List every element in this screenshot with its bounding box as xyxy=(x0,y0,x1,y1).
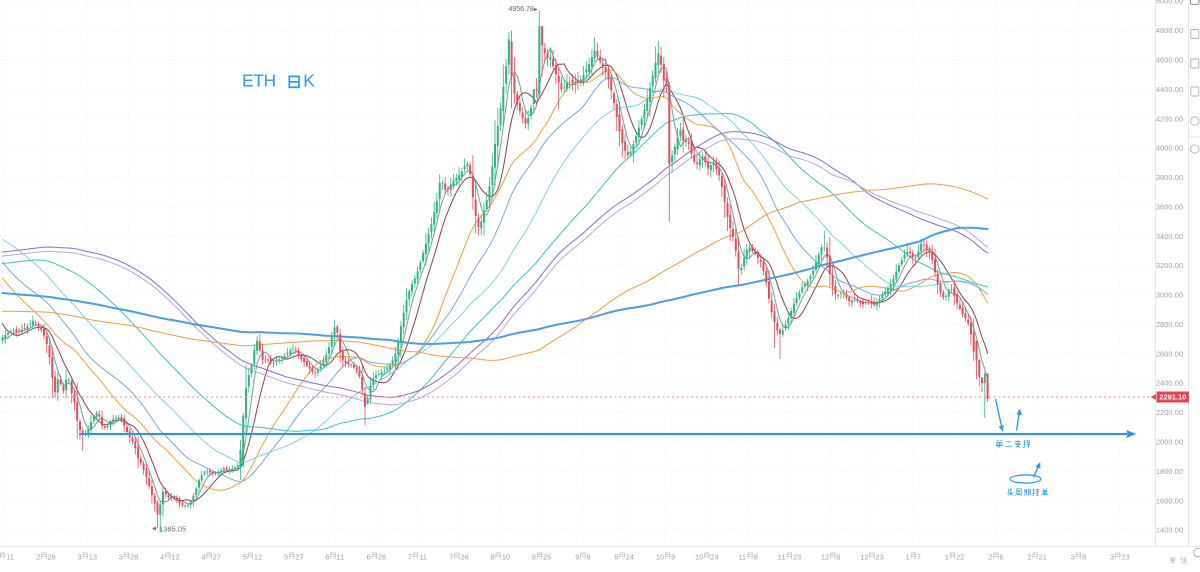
svg-text:11: 11 xyxy=(337,553,345,562)
svg-text:1385.05: 1385.05 xyxy=(159,525,186,534)
svg-text:26: 26 xyxy=(47,553,55,562)
svg-text:11: 11 xyxy=(738,553,746,562)
svg-text:7: 7 xyxy=(917,553,921,562)
svg-text:1600.00: 1600.00 xyxy=(1156,496,1183,505)
svg-text:5: 5 xyxy=(284,553,288,562)
svg-text:6: 6 xyxy=(999,553,1003,562)
svg-text:4000.00: 4000.00 xyxy=(1156,144,1183,153)
svg-text:11: 11 xyxy=(778,553,786,562)
svg-text:1800.00: 1800.00 xyxy=(1156,467,1183,476)
svg-text:2400.00: 2400.00 xyxy=(1156,379,1183,388)
svg-text:1: 1 xyxy=(906,553,910,562)
svg-text:4: 4 xyxy=(160,553,164,562)
svg-text:4: 4 xyxy=(201,553,205,562)
svg-text:12: 12 xyxy=(860,553,868,562)
svg-text:5000.00: 5000.00 xyxy=(1156,0,1183,6)
svg-text:2000.00: 2000.00 xyxy=(1156,438,1183,447)
svg-text:27: 27 xyxy=(295,553,303,562)
svg-text:8: 8 xyxy=(1082,553,1086,562)
svg-text:23: 23 xyxy=(876,553,884,562)
svg-text:3200.00: 3200.00 xyxy=(1156,261,1183,270)
svg-text:8: 8 xyxy=(754,553,758,562)
svg-text:7: 7 xyxy=(449,553,453,562)
svg-text:3: 3 xyxy=(78,553,82,562)
svg-text:28: 28 xyxy=(130,553,138,562)
svg-text:4600.00: 4600.00 xyxy=(1156,56,1183,65)
svg-text:27: 27 xyxy=(213,553,221,562)
svg-text:12: 12 xyxy=(821,553,829,562)
svg-text:10: 10 xyxy=(695,553,703,562)
svg-text:K: K xyxy=(303,71,315,91)
svg-text:11: 11 xyxy=(419,553,427,562)
svg-text:2: 2 xyxy=(1027,553,1031,562)
svg-text:2800.00: 2800.00 xyxy=(1156,320,1183,329)
svg-text:3400.00: 3400.00 xyxy=(1156,232,1183,241)
svg-text:9: 9 xyxy=(575,553,579,562)
svg-text:6: 6 xyxy=(325,553,329,562)
svg-text:4200.00: 4200.00 xyxy=(1156,114,1183,123)
svg-text:4400.00: 4400.00 xyxy=(1156,85,1183,94)
svg-text:9: 9 xyxy=(586,553,590,562)
svg-text:5: 5 xyxy=(243,553,247,562)
svg-text:8: 8 xyxy=(836,553,840,562)
svg-text:3000.00: 3000.00 xyxy=(1156,291,1183,300)
svg-text:4956.78: 4956.78 xyxy=(509,6,534,13)
svg-text:9: 9 xyxy=(671,553,675,562)
svg-text:1400.00: 1400.00 xyxy=(1156,526,1183,535)
svg-text:21: 21 xyxy=(1039,553,1047,562)
svg-text:4800.00: 4800.00 xyxy=(1156,26,1183,35)
svg-text:9: 9 xyxy=(614,553,618,562)
svg-text:12: 12 xyxy=(171,553,179,562)
svg-text:6: 6 xyxy=(367,553,371,562)
svg-text:10: 10 xyxy=(656,553,664,562)
svg-text:2600.00: 2600.00 xyxy=(1156,349,1183,358)
svg-text:24: 24 xyxy=(710,553,718,562)
svg-text:23: 23 xyxy=(1121,553,1129,562)
svg-text:8: 8 xyxy=(491,553,495,562)
svg-text:25: 25 xyxy=(543,553,551,562)
svg-text:2291.10: 2291.10 xyxy=(1159,393,1186,402)
svg-text:3: 3 xyxy=(119,553,123,562)
svg-text:3600.00: 3600.00 xyxy=(1156,202,1183,211)
svg-text:22: 22 xyxy=(956,553,964,562)
svg-text:11: 11 xyxy=(6,553,14,562)
svg-text:ETH: ETH xyxy=(242,71,276,91)
svg-text:3: 3 xyxy=(1110,553,1114,562)
svg-text:3: 3 xyxy=(1071,553,1075,562)
svg-text:26: 26 xyxy=(378,553,386,562)
svg-text:2: 2 xyxy=(36,553,40,562)
svg-text:8: 8 xyxy=(532,553,536,562)
svg-text:3800.00: 3800.00 xyxy=(1156,173,1183,182)
svg-text:26: 26 xyxy=(460,553,468,562)
svg-text:1: 1 xyxy=(945,553,949,562)
svg-text:10: 10 xyxy=(502,553,510,562)
svg-text:12: 12 xyxy=(254,553,262,562)
svg-text:23: 23 xyxy=(793,553,801,562)
svg-text:7: 7 xyxy=(408,553,412,562)
svg-text:13: 13 xyxy=(89,553,97,562)
svg-text:24: 24 xyxy=(626,553,634,562)
svg-text:2200.00: 2200.00 xyxy=(1156,408,1183,417)
svg-text:2: 2 xyxy=(988,553,992,562)
